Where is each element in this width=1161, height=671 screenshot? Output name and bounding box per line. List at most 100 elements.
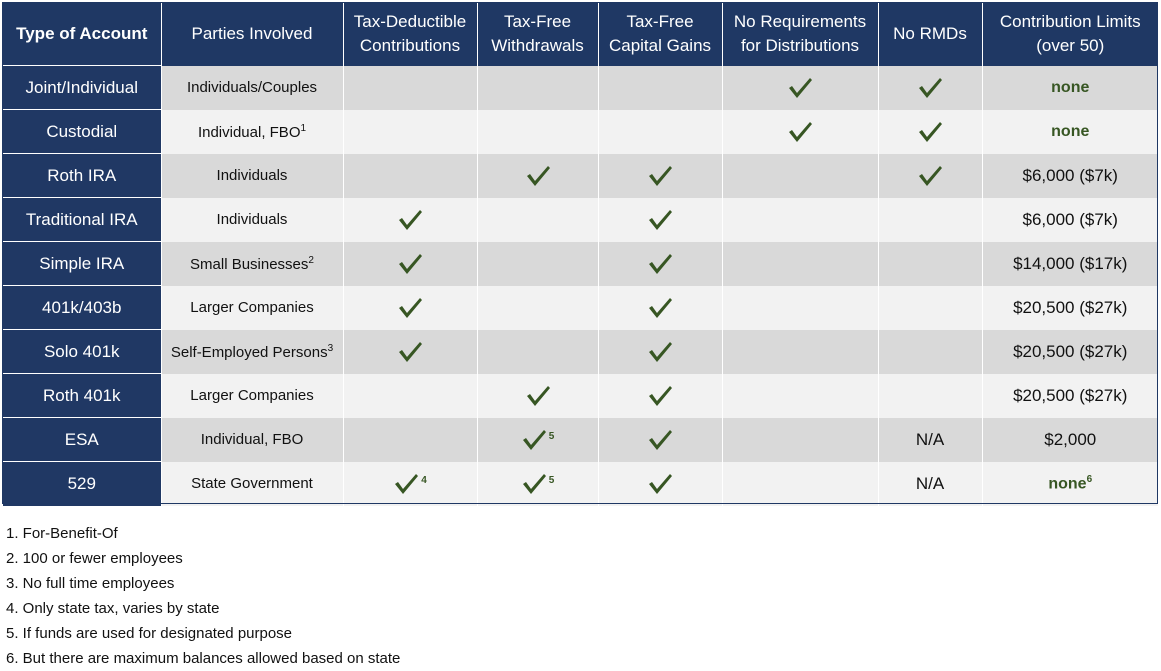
tax-free-capital-gains-cell [597, 417, 722, 462]
tax-deductible-cell [342, 65, 477, 110]
parties-cell: Individuals [160, 153, 343, 198]
check-icon [649, 165, 672, 186]
no-rmds-cell [877, 197, 982, 242]
tax-deductible-cell [342, 417, 477, 462]
no-rmds-cell [877, 65, 982, 110]
no-requirements-cell [721, 241, 878, 286]
parties-text: Larger Companies [190, 299, 314, 316]
footnotes: 1. For-Benefit-Of 2. 100 or fewer employ… [6, 521, 400, 671]
account-comparison-table: Type of Account Parties Involved Tax-Ded… [3, 3, 1158, 506]
parties-text: Individual, FBO [200, 431, 304, 448]
header-no-rmds: No RMDs [878, 3, 983, 66]
check-icon [526, 165, 550, 186]
header-tax-free-withdrawals: Tax-Free Withdrawals [477, 3, 599, 66]
footnote-ref: 1 [300, 122, 307, 134]
footnote-ref: 4 [421, 475, 427, 487]
parties-text: Small Businesses [190, 255, 309, 273]
check-icon [649, 429, 672, 450]
tax-free-withdrawals-cell: 5 [476, 417, 598, 462]
tax-free-withdrawals-cell [476, 285, 598, 330]
no-requirements-cell [721, 197, 878, 242]
account-type-cell: 529 [3, 461, 161, 506]
tax-free-withdrawals-cell [476, 373, 598, 418]
no-rmds-cell: N/A [877, 417, 982, 462]
check-icon [399, 341, 422, 362]
check-icon [395, 473, 419, 494]
tax-deductible-cell [342, 153, 477, 198]
footnote-ref: 5 [548, 475, 555, 487]
check-icon [399, 253, 422, 274]
tax-free-withdrawals-cell [476, 197, 598, 242]
contribution-limit-cell: $20,500 ($27k) [981, 285, 1158, 330]
tax-deductible-cell [342, 197, 477, 242]
tax-free-capital-gains-cell [597, 461, 722, 506]
tax-deductible-cell [342, 373, 477, 418]
contribution-limit-cell: $20,500 ($27k) [981, 373, 1158, 418]
tax-free-withdrawals-cell [476, 109, 598, 154]
cell-text: N/A [915, 429, 945, 449]
check-icon [649, 297, 672, 318]
header-contribution-limits: Contribution Limits (over 50) [982, 3, 1158, 66]
table-row: Roth 401k Larger Companies $20,500 ($27k) [3, 373, 1158, 418]
account-type-cell: Roth IRA [3, 153, 161, 198]
table-row: Traditional IRA Individuals $6,000 ($7k) [3, 197, 1158, 242]
check-icon [522, 473, 546, 494]
check-icon [526, 385, 550, 406]
account-type-cell: Custodial [3, 109, 161, 154]
contribution-limit-cell: $20,500 ($27k) [981, 329, 1158, 374]
account-type-cell: ESA [3, 417, 161, 462]
contribution-limit-cell: none [981, 109, 1158, 154]
tax-free-capital-gains-cell [597, 285, 722, 330]
parties-cell: Self-Employed Persons3 [160, 329, 343, 374]
header-parties-involved: Parties Involved [161, 3, 344, 66]
table-row: ESA Individual, FBO 5 N/A $2,000 [3, 417, 1158, 462]
footnote: 5. If funds are used for designated purp… [6, 625, 293, 642]
no-rmds-cell [877, 109, 982, 154]
no-requirements-cell [721, 109, 878, 154]
account-type-cell: Simple IRA [3, 241, 161, 286]
footnote: 6. But there are maximum balances allowe… [6, 650, 401, 667]
table-row: 529 State Government 4 5 N/A none6 [3, 461, 1158, 506]
no-rmds-cell: N/A [877, 461, 982, 506]
check-icon [399, 297, 422, 318]
check-icon [919, 165, 942, 186]
tax-free-withdrawals-cell [476, 241, 598, 286]
parties-cell: Individual, FBO [160, 417, 343, 462]
limit-text: $6,000 ($7k) [1022, 209, 1118, 229]
check-icon [789, 121, 812, 142]
table-row: Joint/Individual Individuals/Couples none [3, 65, 1158, 110]
no-requirements-cell [721, 153, 878, 198]
footnote: 1. For-Benefit-Of [6, 525, 118, 542]
tax-deductible-cell [342, 285, 477, 330]
account-type-cell: Joint/Individual [3, 65, 161, 110]
table-row: Solo 401k Self-Employed Persons3 $20,500 (… [3, 329, 1158, 374]
tax-deductible-cell: 4 [342, 461, 477, 506]
parties-text: Individual, FBO [197, 123, 301, 141]
limit-text: none [1051, 78, 1090, 96]
table-row: 401k/403b Larger Companies $20,500 ($27k) [3, 285, 1158, 330]
limit-text: none [1048, 475, 1087, 493]
table-row: Simple IRA Small Businesses2 $14,000 ($17k… [3, 241, 1158, 286]
tax-free-capital-gains-cell [597, 329, 722, 374]
tax-free-capital-gains-cell [597, 241, 722, 286]
check-icon [649, 473, 672, 494]
account-type-cell: 401k/403b [3, 285, 161, 330]
contribution-limit-cell: none [981, 65, 1158, 110]
no-requirements-cell [721, 373, 878, 418]
parties-text: Individuals/Couples [186, 79, 318, 96]
parties-cell: Larger Companies [160, 285, 343, 330]
tax-free-capital-gains-cell [597, 153, 722, 198]
check-icon [399, 209, 422, 230]
parties-text: Larger Companies [190, 387, 314, 404]
tax-free-capital-gains-cell [597, 373, 722, 418]
tax-free-capital-gains-cell [597, 65, 722, 110]
no-rmds-cell [877, 329, 982, 374]
tax-free-capital-gains-cell [597, 109, 722, 154]
no-requirements-cell [721, 417, 878, 462]
no-requirements-cell [721, 65, 878, 110]
header-no-requirements: No Requirements for Distributions [722, 3, 879, 66]
cell-text: N/A [915, 473, 945, 493]
parties-cell: Individual, FBO1 [160, 109, 343, 154]
limit-text: none [1051, 122, 1090, 140]
limit-text: $20,500 ($27k) [1013, 385, 1128, 405]
